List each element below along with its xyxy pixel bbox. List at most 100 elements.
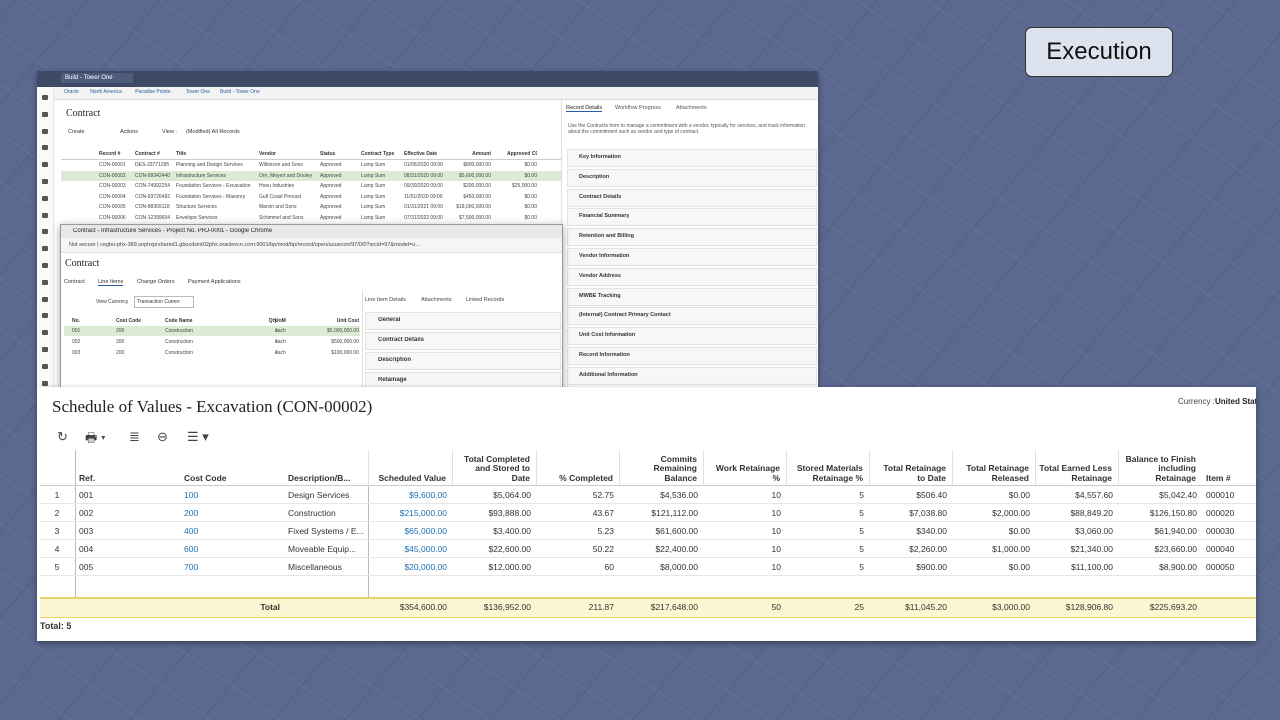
panel-tab[interactable]: Line Item Details (365, 297, 406, 303)
cell[interactable]: CON-00002 (99, 172, 126, 179)
sidebar-icon (42, 279, 48, 285)
toolbar-item[interactable]: View Currency (96, 299, 129, 305)
browser-tab[interactable]: Build - Tower One (61, 73, 133, 83)
section-title[interactable]: Retainage (378, 377, 407, 383)
cell: Gulf Coast Precast (259, 193, 301, 200)
cell[interactable]: $20,000.00 (404, 562, 447, 572)
section-title[interactable]: Contract Details (579, 193, 622, 200)
cell: $25,000.00 (511, 183, 537, 189)
cell: $450,000.00 (463, 193, 491, 200)
cell: Structure Services (176, 204, 217, 210)
cell[interactable]: $45,000.00 (404, 544, 447, 554)
cell[interactable]: 600 (184, 544, 199, 554)
cell[interactable]: 400 (184, 526, 199, 536)
cell[interactable]: CON-00001 (99, 162, 126, 168)
cell[interactable]: $9,600.00 (409, 490, 447, 500)
cell[interactable]: $65,000.00 (404, 526, 447, 536)
section-title[interactable]: MWBE Tracking (579, 292, 621, 299)
section-box (567, 366, 817, 385)
cell[interactable]: CON-00003 (99, 183, 126, 189)
section-title[interactable]: Key Information (579, 154, 621, 160)
section-title[interactable]: Contract Details (378, 337, 425, 343)
section-title[interactable]: Additional Information (579, 371, 638, 378)
popup-tab[interactable]: Change Orders (137, 279, 175, 285)
cell: $340.00 (916, 526, 947, 536)
breadcrumb[interactable]: Build - Tower One (220, 89, 260, 95)
section-title[interactable]: (Internal) Contract Primary Contact (579, 312, 671, 319)
selected-row (61, 170, 561, 181)
toolbar-item[interactable]: Actions (120, 129, 139, 135)
cell: $0.00 (524, 214, 537, 221)
breadcrumb[interactable]: Paradise Pointe (135, 89, 171, 95)
cell: $7,500,000.00 (459, 214, 491, 221)
cell: $200,000.00 (463, 183, 491, 189)
section-title[interactable]: Description (378, 357, 412, 363)
section-title[interactable]: Record Information (579, 352, 630, 358)
column-header: Ref. (79, 472, 96, 483)
section-title[interactable]: General (378, 317, 401, 323)
toolbar-icon[interactable]: ☰ ▾ (187, 429, 209, 444)
section-title[interactable]: Financial Summary (579, 213, 630, 220)
cell: $21,340.00 (1070, 544, 1113, 554)
section-title[interactable]: Unit Cost Information (579, 332, 636, 339)
cell[interactable]: CON-00004 (99, 193, 126, 200)
toolbar-item[interactable]: (Modified) All Records (186, 129, 240, 135)
toolbar-item[interactable]: View : (162, 129, 177, 135)
cell[interactable]: CON-00006 (99, 214, 126, 221)
cell: $8,900.00 (1159, 562, 1197, 572)
section-title[interactable]: Vendor Information (579, 253, 630, 259)
toolbar-icon[interactable]: ≣ (129, 429, 140, 444)
toolbar-icon[interactable]: ↻ (57, 429, 68, 444)
popup-tab[interactable]: Payment Applications (188, 279, 241, 285)
total-cell: 50 (771, 602, 781, 612)
column-header: Balance to Finish including Retainage (1125, 453, 1196, 483)
cell: DES-33771295 (135, 162, 170, 168)
total-cell: $217,648.00 (650, 602, 698, 612)
cell: 001 (72, 328, 81, 334)
breadcrumb[interactable]: North America (90, 89, 122, 95)
total-cell: $136,952.00 (483, 602, 531, 612)
cell: CON-99342440 (135, 172, 171, 179)
cell: Foundation Services - Masonry (176, 193, 246, 200)
selected-row (64, 326, 360, 336)
toolbar-icon[interactable]: ⊖ (157, 429, 168, 444)
section-title[interactable]: Description (579, 173, 610, 180)
popup-tab[interactable]: Line Items (98, 279, 124, 286)
cell: $500,000.00 (331, 339, 359, 345)
cell: 10 (771, 562, 781, 572)
section-box (567, 287, 817, 306)
cell: $0.00 (1008, 562, 1030, 572)
toolbar-select[interactable]: Transaction Curren (134, 296, 194, 308)
panel-tab[interactable]: Workflow Progress (615, 105, 662, 111)
row-line (40, 557, 1256, 558)
popup-window-title: Contract - Infrastructure Services - Pro… (73, 228, 273, 234)
cell[interactable]: 700 (184, 562, 199, 572)
popup-tab[interactable]: Contract (64, 279, 85, 285)
cell: Infrastructure Services (176, 172, 227, 179)
cell: 000040 (1206, 544, 1235, 554)
section-box (567, 327, 817, 346)
toolbar-item[interactable]: Create (68, 129, 85, 135)
cell: $22,600.00 (488, 544, 531, 554)
cell: $2,000.00 (992, 508, 1030, 518)
cell: 10 (771, 490, 781, 500)
cell[interactable]: $215,000.00 (399, 508, 447, 518)
cell[interactable]: 100 (184, 490, 199, 500)
cell[interactable]: CON-00005 (99, 204, 126, 210)
cell: Approved (320, 193, 342, 200)
panel-tab[interactable]: Attachments (676, 105, 707, 111)
cell: Moveable Equip... (288, 544, 357, 554)
panel-tab[interactable]: Record Details (566, 105, 603, 112)
contract-title: Contract (66, 108, 101, 119)
cell[interactable]: 200 (184, 508, 199, 518)
sidebar-icon (42, 363, 48, 369)
section-box (567, 347, 817, 365)
breadcrumb[interactable]: Oracle (64, 89, 79, 95)
panel-tab[interactable]: Linked Records (466, 297, 505, 303)
section-title[interactable]: Vendor Address (579, 272, 621, 279)
section-title[interactable]: Retention and Billing (579, 233, 634, 240)
toolbar-icon[interactable]: 🖶 ▾ (85, 430, 106, 445)
breadcrumb[interactable]: Tower One (185, 89, 210, 95)
panel-tab[interactable]: Attachments (421, 297, 452, 303)
sidebar-icon (42, 212, 48, 218)
